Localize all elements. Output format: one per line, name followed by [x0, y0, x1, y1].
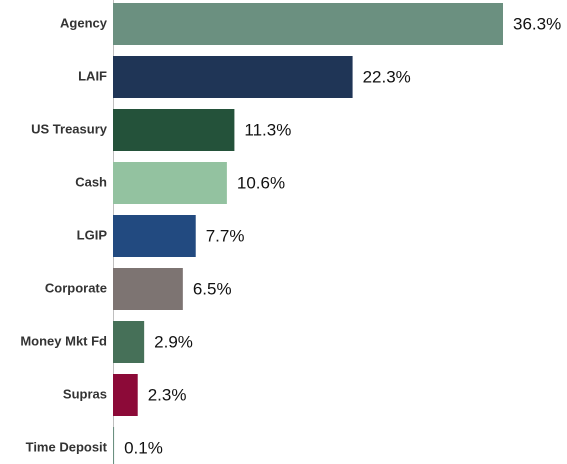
bar [113, 56, 353, 98]
bar [113, 109, 235, 151]
category-label: LAIF [78, 68, 107, 83]
category-label: LGIP [77, 227, 108, 242]
category-label: Corporate [45, 280, 107, 295]
value-label: 22.3% [363, 67, 411, 86]
category-label: Money Mkt Fd [20, 333, 107, 348]
value-label: 0.1% [124, 438, 163, 457]
bar [113, 268, 183, 310]
category-label: Cash [75, 174, 107, 189]
bar [113, 3, 503, 45]
value-label: 6.5% [193, 279, 232, 298]
value-label: 36.3% [513, 14, 561, 33]
category-label: Agency [60, 15, 108, 30]
category-label: Supras [63, 386, 107, 401]
value-label: 10.6% [237, 173, 285, 192]
bar [113, 321, 145, 363]
value-label: 7.7% [206, 226, 245, 245]
bar [113, 374, 138, 416]
bar [113, 215, 196, 257]
category-label: Time Deposit [26, 439, 108, 454]
bar [113, 162, 227, 204]
value-label: 11.3% [244, 120, 291, 139]
category-label: US Treasury [31, 121, 108, 136]
value-label: 2.9% [154, 332, 193, 351]
bar [113, 427, 115, 464]
value-label: 2.3% [148, 385, 187, 404]
